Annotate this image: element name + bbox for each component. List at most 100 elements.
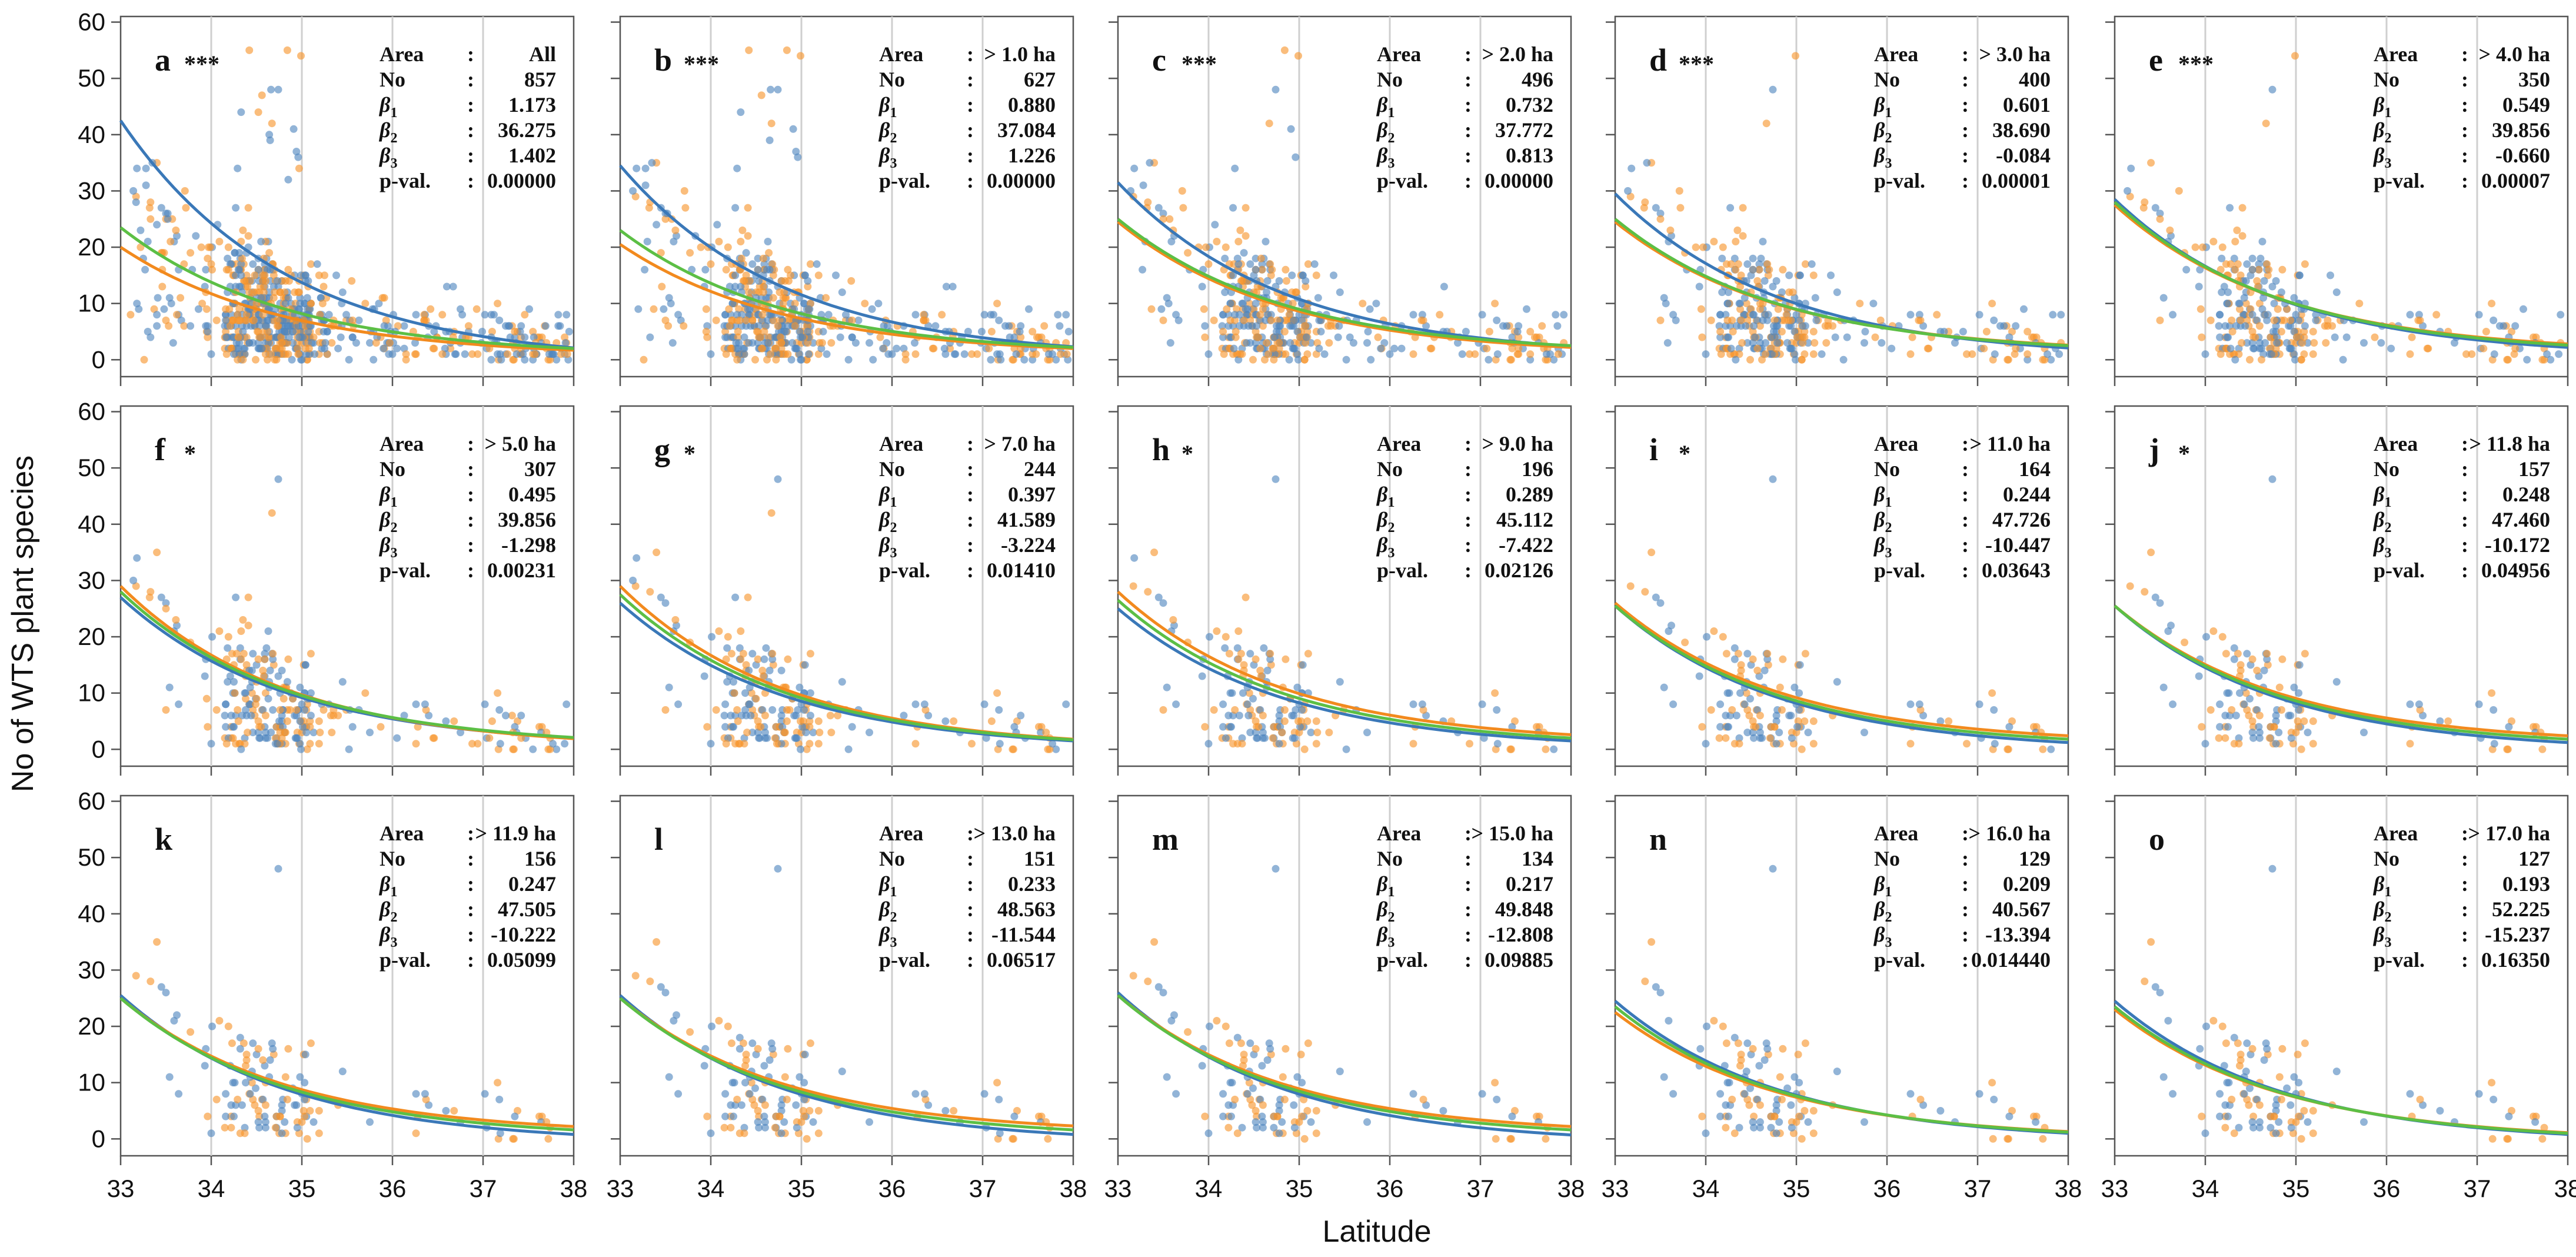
data-point-blue [1275,740,1283,748]
panel-label: l [654,822,663,857]
panel-label: m [1152,822,1179,857]
data-point-blue [866,339,873,347]
data-point-orange [2295,723,2303,731]
data-point-orange [1032,350,1040,358]
data-point-orange [2253,666,2261,674]
data-point-orange [661,706,670,714]
stat-pval-value: 0.00000 [487,169,556,192]
data-point-blue [1302,333,1310,341]
data-point-orange [234,333,242,341]
data-point-blue [1314,294,1322,302]
data-point-orange [1232,328,1240,335]
data-point-orange [2274,305,2282,313]
data-point-orange [1770,723,1779,731]
data-point-orange [1737,1050,1745,1059]
data-point-blue [224,678,232,686]
data-point-orange [1762,119,1770,128]
data-point-orange [1282,655,1290,663]
stat-label: p-val. [380,558,431,582]
data-point-blue [2272,1129,2280,1138]
data-point-blue [2258,238,2267,245]
data-point-blue [1159,989,1167,997]
data-point-blue [1660,1073,1668,1081]
data-point-blue [563,700,571,709]
data-point-orange [2166,226,2174,234]
fit-curve-green [119,997,574,1132]
data-point-orange [671,616,680,624]
data-point-orange [1178,187,1186,195]
data-point-orange [563,350,571,358]
data-point-orange [244,621,252,630]
data-point-blue [1743,650,1752,658]
data-point-orange [758,666,767,674]
data-point-blue [232,204,240,212]
data-point-blue [1628,164,1636,172]
stat-label: No [879,68,905,91]
data-point-orange [234,311,242,319]
data-point-blue [298,355,306,364]
stat-label: Area [1377,42,1421,66]
stat-n-value: 129 [2019,847,2051,870]
data-point-blue [756,734,764,742]
data-point-blue [1702,740,1710,748]
data-point-orange [229,316,237,324]
data-point-blue [207,350,215,358]
data-point-orange [251,271,259,280]
data-point-blue [162,989,170,997]
data-point-blue [2249,734,2258,742]
data-point-orange [901,350,910,358]
data-point-orange [2278,265,2287,274]
data-point-blue [296,717,304,725]
data-point-orange [806,723,814,731]
data-point-orange [2230,1129,2238,1138]
data-point-blue [348,333,357,341]
data-point-orange [968,740,976,748]
fit-curve-orange [1117,221,1572,349]
data-point-blue [754,1118,762,1126]
data-point-orange [1300,745,1309,753]
data-point-orange [1626,582,1635,590]
data-point-blue [1290,1101,1298,1109]
data-point-blue [2221,711,2229,720]
data-point-blue [301,661,309,669]
data-point-orange [1792,52,1799,60]
data-point-orange [252,355,259,364]
data-point-blue [792,734,800,742]
data-point-blue [1334,333,1342,341]
data-point-blue [1750,311,1758,319]
data-point-orange [1776,1073,1784,1081]
data-point-blue [516,328,524,335]
stat-n-value: 857 [524,68,556,91]
stat-label: β1 [878,872,897,900]
data-point-blue [661,599,670,607]
stat-label: Area [1377,822,1421,845]
data-point-orange [783,1095,791,1103]
data-point-orange [1129,582,1137,590]
data-point-blue [730,1112,737,1120]
data-point-blue [653,221,661,229]
data-point-blue [207,1129,215,1138]
data-point-blue [281,1118,289,1126]
data-point-orange [1184,1028,1192,1036]
data-point-blue [400,711,408,720]
stat-label: No [380,847,405,870]
data-point-blue [2201,350,2209,358]
data-point-blue [688,265,696,274]
stat-pval-value: 0.01410 [987,558,1056,582]
significance-stars: *** [1679,51,1714,77]
data-point-orange [2012,344,2020,353]
data-point-blue [768,1045,777,1053]
data-point-blue [737,282,745,291]
stat-beta1-value: 0.601 [2003,93,2051,117]
data-point-orange [281,1073,289,1081]
data-point-blue [801,661,809,669]
data-point-blue [1226,723,1234,731]
data-point-orange [1225,1039,1233,1048]
stat-beta1-value: 0.397 [1008,483,1056,506]
data-point-blue [2295,271,2304,280]
data-point-blue [741,706,749,714]
stat-label: Area [2374,42,2418,66]
data-point-orange [1794,717,1802,725]
data-point-orange [993,1079,1001,1087]
data-point-blue [721,1112,730,1120]
